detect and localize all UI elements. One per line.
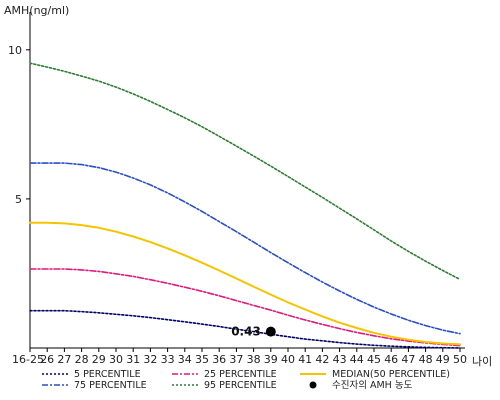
x-tick-label: 34 [178, 353, 192, 366]
legend-marker-swatch [309, 381, 317, 389]
x-tick-label: 50 [453, 353, 467, 366]
series-line [29, 309, 461, 349]
y-tick-label: 5 [15, 193, 22, 206]
y-tick-label: 10 [8, 44, 22, 57]
x-tick-label: 42 [315, 353, 329, 366]
y-axis-title: AMH(ng/ml) [4, 4, 69, 17]
legend-label: 25 PERCENTILE [204, 369, 277, 380]
x-tick-label: 33 [161, 353, 175, 366]
series-layer [29, 62, 461, 349]
series-line [29, 62, 461, 281]
x-tick-label: 37 [229, 353, 243, 366]
x-tick-label: 31 [126, 353, 140, 366]
legend-label: 수진자의 AMH 농도 [332, 380, 413, 391]
x-tick-label: 46 [384, 353, 398, 366]
x-tick-label: 44 [350, 353, 364, 366]
x-tick-label: 26 [40, 353, 54, 366]
x-tick-label: 45 [367, 353, 381, 366]
x-tick-label: 39 [264, 353, 278, 366]
legend-label: 75 PERCENTILE [74, 380, 147, 391]
x-tick-label: 36 [212, 353, 226, 366]
patient-amh-marker [265, 326, 276, 337]
series-line [29, 162, 461, 335]
legend: 5 PERCENTILE 25 PERCENTILE MEDIAN(50 PERCE… [42, 369, 450, 391]
x-tick-label: 48 [419, 353, 433, 366]
legend-label: MEDIAN(50 PERCENTILE) [332, 369, 450, 380]
x-tick-label: 35 [195, 353, 209, 366]
x-tick-label: 49 [436, 353, 450, 366]
x-axis-title: 나이 [472, 355, 492, 368]
x-tick-label: 30 [109, 353, 123, 366]
x-tick-label: 28 [75, 353, 89, 366]
patient-amh-label: 0.43 [231, 325, 261, 339]
x-tick-label: 38 [247, 353, 261, 366]
x-tick-label: 27 [57, 353, 71, 366]
legend-label: 95 PERCENTILE [204, 380, 277, 391]
x-tick-label: 43 [333, 353, 347, 366]
x-tick-label: 32 [143, 353, 157, 366]
legend-label: 5 PERCENTILE [74, 369, 141, 380]
series-line [29, 268, 461, 347]
x-tick-label: 40 [281, 353, 295, 366]
x-tick-label: 29 [92, 353, 106, 366]
marker-layer: 0.43 [231, 325, 276, 339]
series-line [29, 221, 461, 346]
x-tick-label: 47 [401, 353, 415, 366]
x-tick-label: 41 [298, 353, 312, 366]
x-tick-label: 16-25 [12, 353, 44, 366]
